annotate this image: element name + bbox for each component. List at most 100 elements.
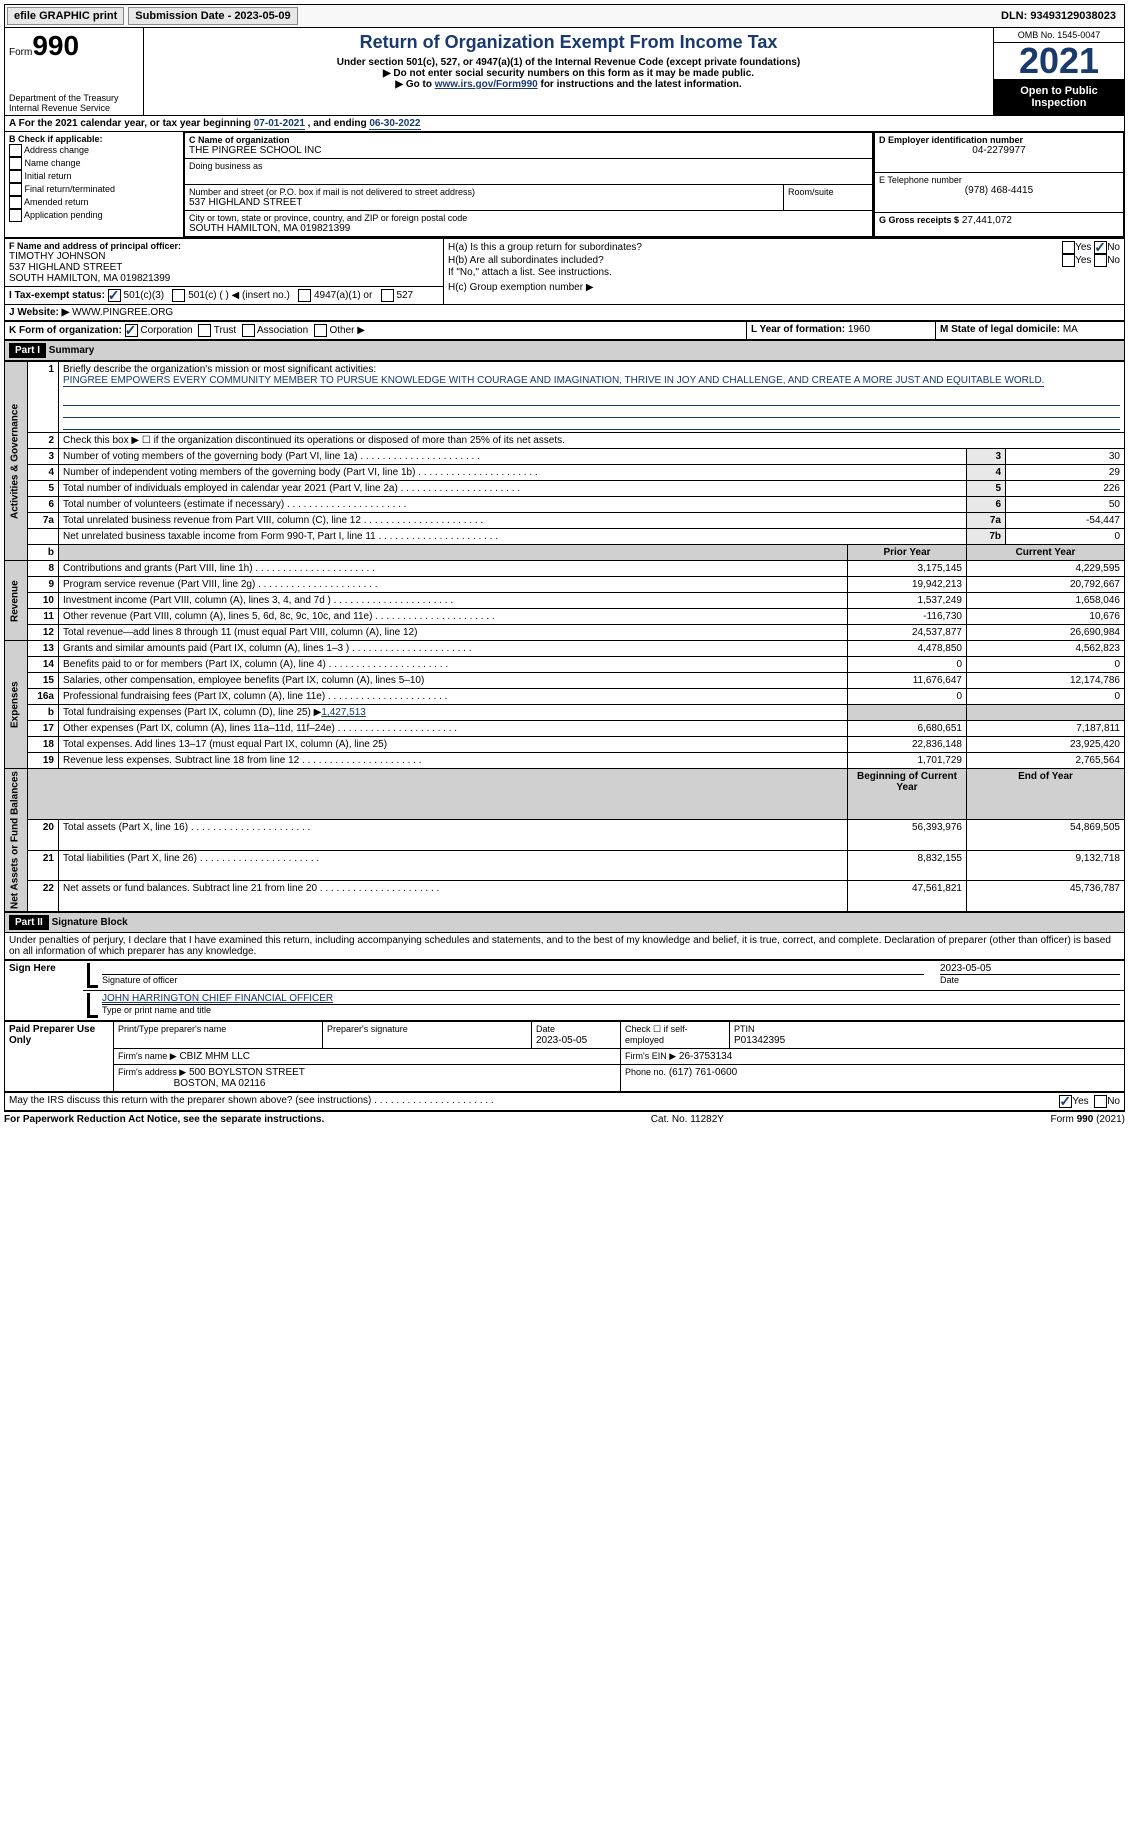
cb-name-change[interactable]: Name change [9, 157, 179, 170]
line20-py: 56,393,976 [848, 820, 967, 851]
firm-name: CBIZ MHM LLC [179, 1051, 250, 1062]
current-year-hdr: Current Year [967, 545, 1125, 561]
subtitle-ssn: ▶ Do not enter social security numbers o… [148, 68, 989, 79]
cb-assoc[interactable] [242, 324, 255, 337]
cb-501c3[interactable] [108, 289, 121, 302]
line19-cy: 2,765,564 [967, 753, 1125, 769]
line6-val: 50 [1006, 497, 1125, 513]
submission-date-button[interactable]: Submission Date - 2023-05-09 [128, 7, 297, 25]
line5-label: Total number of individuals employed in … [63, 483, 520, 494]
cb-527[interactable] [381, 289, 394, 302]
identification-block: B Check if applicable: Address change Na… [4, 132, 1125, 238]
line12-label: Total revenue—add lines 8 through 11 (mu… [63, 627, 417, 638]
eoy-hdr: End of Year [967, 769, 1125, 820]
form-title: Return of Organization Exempt From Incom… [148, 32, 989, 53]
line15-label: Salaries, other compensation, employee b… [63, 675, 424, 686]
firm-ein-label: Firm's EIN ▶ [625, 1051, 676, 1061]
cb-501c[interactable] [172, 289, 185, 302]
footer-right: Form 990 (2021) [1051, 1114, 1125, 1125]
line17-num: 17 [28, 721, 59, 737]
hb-note: If "No," attach a list. See instructions… [448, 267, 1120, 278]
cb-trust[interactable] [198, 324, 211, 337]
cb-amended-return[interactable]: Amended return [9, 196, 179, 209]
ha-yes[interactable] [1062, 241, 1075, 254]
line2-label: Check this box ▶ ☐ if the organization d… [59, 433, 1125, 449]
box-l-label: L Year of formation: [751, 324, 845, 335]
klm-row: K Form of organization: Corporation Trus… [4, 321, 1125, 340]
city-label: City or town, state or province, country… [189, 213, 868, 223]
preparer-selfemp[interactable]: Check ☐ if self-employed [621, 1022, 730, 1049]
cb-other[interactable] [314, 324, 327, 337]
cb-4947[interactable] [298, 289, 311, 302]
street-label: Number and street (or P.O. box if mail i… [189, 187, 779, 197]
cb-final-return[interactable]: Final return/terminated [9, 183, 179, 196]
officer-name: TIMOTHY JOHNSON [9, 251, 439, 262]
discuss-no[interactable] [1094, 1095, 1107, 1108]
irs-link[interactable]: www.irs.gov/Form990 [435, 79, 538, 90]
officer-city: SOUTH HAMILTON, MA 019821399 [9, 273, 439, 284]
gross-receipts: 27,441,072 [962, 215, 1012, 226]
line6-label: Total number of volunteers (estimate if … [63, 499, 406, 510]
firm-phone-label: Phone no. [625, 1067, 666, 1077]
footer-mid: Cat. No. 11282Y [651, 1114, 724, 1125]
line9-label: Program service revenue (Part VIII, line… [63, 579, 378, 590]
line16a-label: Professional fundraising fees (Part IX, … [63, 691, 447, 702]
discuss-yes[interactable] [1059, 1095, 1072, 1108]
part2-label: Part II [9, 915, 49, 930]
line17-py: 6,680,651 [848, 721, 967, 737]
line16b-label: Total fundraising expenses (Part IX, col… [63, 707, 321, 718]
hb-yes[interactable] [1062, 254, 1075, 267]
box-c-label: C Name of organization [189, 135, 868, 145]
line3-label: Number of voting members of the governin… [63, 451, 480, 462]
ptin-value: P01342395 [734, 1035, 785, 1046]
line7b-num [28, 529, 59, 545]
line7b-box: 7b [967, 529, 1006, 545]
line14-py: 0 [848, 657, 967, 673]
box-b-label: B Check if applicable: [9, 134, 179, 144]
line8-py: 3,175,145 [848, 561, 967, 577]
ha-no[interactable] [1094, 241, 1107, 254]
hb-no[interactable] [1094, 254, 1107, 267]
line5-box: 5 [967, 481, 1006, 497]
subtitle-section: Under section 501(c), 527, or 4947(a)(1)… [148, 57, 989, 68]
cb-corp[interactable] [125, 324, 138, 337]
name-title-label: Type or print name and title [102, 1005, 1120, 1015]
line21-label: Total liabilities (Part X, line 26) [63, 853, 319, 864]
line13-label: Grants and similar amounts paid (Part IX… [63, 643, 471, 654]
cb-application-pending[interactable]: Application pending [9, 209, 179, 222]
page-footer: For Paperwork Reduction Act Notice, see … [4, 1111, 1125, 1125]
part2-title: Signature Block [52, 917, 128, 928]
line15-num: 15 [28, 673, 59, 689]
website-value: WWW.PINGREE.ORG [72, 307, 173, 318]
year-formation: 1960 [848, 324, 870, 335]
line22-num: 22 [28, 881, 59, 912]
box-i-label: I Tax-exempt status: [9, 290, 105, 301]
line11-label: Other revenue (Part VIII, column (A), li… [63, 611, 495, 622]
line18-py: 22,836,148 [848, 737, 967, 753]
summary-table: Activities & Governance 1 Briefly descri… [4, 361, 1125, 912]
org-name: THE PINGREE SCHOOL INC [189, 145, 868, 156]
line4-val: 29 [1006, 465, 1125, 481]
vlabel-revenue: Revenue [5, 561, 28, 641]
efile-print-button[interactable]: efile GRAPHIC print [7, 7, 124, 25]
tax-year: 2021 [994, 43, 1124, 79]
mission-text: PINGREE EMPOWERS EVERY COMMUNITY MEMBER … [63, 375, 1044, 387]
line8-cy: 4,229,595 [967, 561, 1125, 577]
line19-py: 1,701,729 [848, 753, 967, 769]
line19-label: Revenue less expenses. Subtract line 18 … [63, 755, 422, 766]
vlabel-expenses: Expenses [5, 641, 28, 769]
sig-corner-icon-2 [87, 993, 98, 1018]
line7a-val: -54,447 [1006, 513, 1125, 529]
sig-date-label: Date [940, 975, 1120, 985]
line20-label: Total assets (Part X, line 16) [63, 822, 310, 833]
line8-num: 8 [28, 561, 59, 577]
line22-cy: 45,736,787 [967, 881, 1125, 912]
sig-date-value: 2023-05-05 [940, 963, 1120, 975]
line7b-label: Net unrelated business taxable income fr… [63, 531, 498, 542]
firm-ein: 26-3753134 [679, 1051, 732, 1062]
cb-address-change[interactable]: Address change [9, 144, 179, 157]
signature-block: Sign Here Signature of officer 2023-05-0… [4, 960, 1125, 1021]
preparer-name-label: Print/Type preparer's name [118, 1024, 318, 1034]
cb-initial-return[interactable]: Initial return [9, 170, 179, 183]
ha-label: H(a) Is this a group return for subordin… [448, 242, 642, 253]
